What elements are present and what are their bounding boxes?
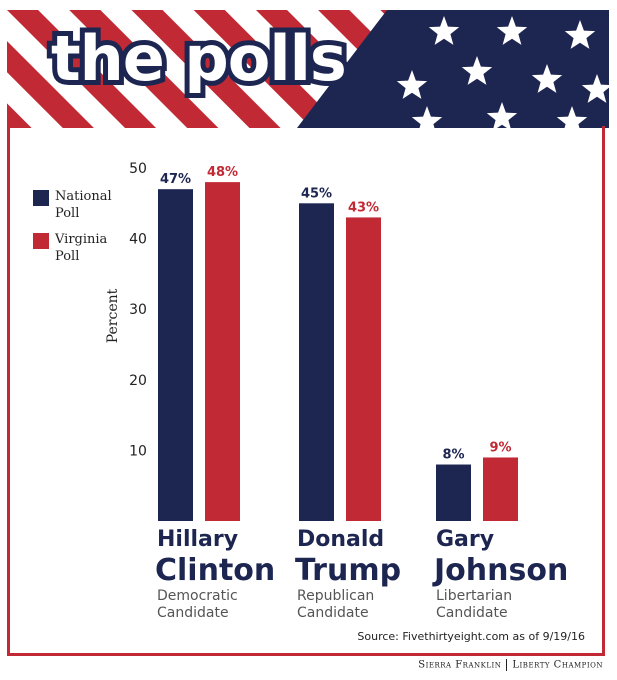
bar-value-label: 8% — [442, 448, 464, 463]
credit-author: Sierra Franklin — [418, 659, 502, 671]
y-tick-label: 50 — [129, 161, 147, 177]
legend: National Poll Virginia Poll — [33, 189, 112, 264]
credit-publication: Liberty Champion — [512, 659, 603, 671]
bar — [436, 464, 471, 521]
flag-stars — [396, 16, 609, 128]
star-icon — [496, 16, 528, 45]
value-labels: 47% 45% 8% 48% 43% 9% — [160, 165, 512, 462]
legend-label-national-2: Poll — [55, 206, 79, 221]
y-tick-label: 40 — [129, 232, 147, 248]
credit-separator — [506, 659, 508, 671]
candidate-party: Democratic — [157, 588, 238, 604]
bar-value-label: 47% — [160, 172, 191, 187]
star-icon — [531, 64, 563, 93]
candidate-last-name: Clinton — [155, 553, 275, 588]
candidate-last-name: Trump — [295, 553, 401, 588]
legend-label-virginia-1: Virginia — [54, 232, 108, 247]
y-tick-label: 30 — [129, 302, 147, 318]
star-icon — [411, 106, 443, 128]
bar — [346, 217, 381, 522]
star-icon — [564, 20, 596, 49]
legend-swatch-virginia — [33, 233, 49, 249]
candidate-first-name: Gary — [436, 527, 494, 552]
page-title: the polls — [46, 22, 352, 95]
candidate-party: Libertarian — [436, 588, 512, 604]
bar — [299, 203, 334, 522]
bar — [483, 457, 518, 521]
candidate-first-name: Hillary — [157, 527, 238, 552]
bar-value-label: 48% — [207, 165, 238, 180]
bar — [158, 189, 193, 521]
star-icon — [581, 74, 609, 103]
star-icon — [428, 16, 460, 45]
flag-canton — [297, 10, 609, 128]
source-note: Source: Fivethirtyeight.com as of 9/19/1… — [357, 630, 585, 643]
bar-value-label: 43% — [348, 200, 379, 215]
bars — [158, 182, 518, 522]
candidate-labels: Hillary Clinton Democratic Candidate Don… — [155, 527, 568, 621]
bar-value-label: 45% — [301, 186, 332, 201]
candidate-last-name: Johnson — [432, 553, 568, 588]
credit-line: Sierra Franklin Liberty Champion — [418, 659, 603, 671]
candidate-party: Republican — [297, 588, 374, 604]
y-tick-label: 10 — [129, 443, 147, 459]
y-axis-ticks: 10 20 30 40 50 — [129, 161, 147, 459]
candidate-first-name: Donald — [297, 527, 384, 552]
candidate-party-suffix: Candidate — [436, 605, 508, 621]
star-icon — [556, 106, 588, 128]
bar-value-label: 9% — [489, 440, 511, 455]
star-icon — [396, 70, 428, 99]
candidate-party-suffix: Candidate — [157, 605, 229, 621]
flag-header: the polls — [7, 10, 609, 128]
candidate-party-suffix: Candidate — [297, 605, 369, 621]
y-axis-label: Percent — [105, 288, 121, 343]
legend-label-virginia-2: Poll — [55, 249, 79, 264]
y-tick-label: 20 — [129, 373, 147, 389]
chart-frame — [7, 126, 605, 656]
legend-label-national-1: National — [55, 189, 112, 204]
flag-background — [7, 10, 609, 128]
star-icon — [486, 102, 518, 128]
legend-swatch-national — [33, 190, 49, 206]
bar — [205, 182, 240, 521]
star-icon — [461, 56, 493, 85]
